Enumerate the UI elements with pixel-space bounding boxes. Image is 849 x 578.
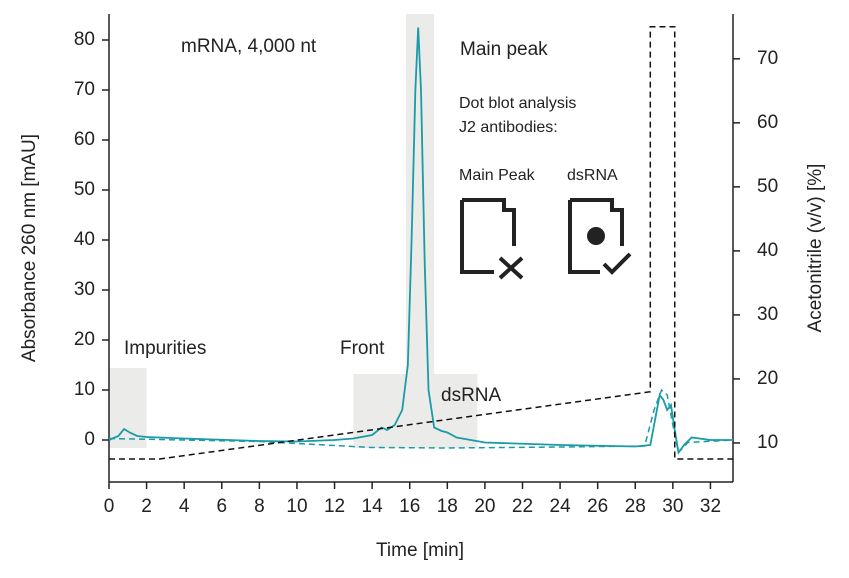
y2-tick-label: 10 [757, 432, 778, 453]
x-tick-label: 2 [141, 496, 152, 517]
y-axis-label: Absorbance 260 nm [mAU] [19, 134, 40, 362]
annotation: Dot blot analysis [459, 95, 576, 112]
x-tick-label: 6 [216, 496, 227, 517]
x-tick-label: 32 [700, 496, 721, 517]
x-tick-label: 26 [587, 496, 608, 517]
y2-tick-label: 50 [757, 176, 778, 197]
x-tick-label: 12 [324, 496, 345, 517]
doc-icon [460, 198, 516, 274]
dot-icon [587, 227, 605, 245]
y2-tick-label: 30 [757, 304, 778, 325]
x-tick-label: 8 [254, 496, 265, 517]
y-tick-label: 30 [74, 279, 95, 300]
annotation: dsRNA [567, 167, 618, 184]
shaded-region [109, 368, 147, 448]
data-line [109, 26, 733, 460]
y2-tick-label: 20 [757, 368, 778, 389]
x-tick-label: 14 [362, 496, 384, 517]
icons [460, 198, 632, 280]
y-tick-label: 0 [84, 429, 95, 450]
shaded-region [353, 374, 478, 448]
annotation: Main peak [460, 39, 548, 60]
annotation: J2 antibodies: [459, 119, 558, 136]
x-tick-label: 0 [104, 496, 115, 517]
x-tick-label: 18 [437, 496, 458, 517]
data-line [108, 388, 734, 455]
x-tick-label: 30 [662, 496, 683, 517]
check-icon [602, 252, 632, 275]
y-tick-label: 70 [74, 79, 95, 100]
y2-tick-label: 40 [757, 240, 778, 261]
y-tick-label: 80 [74, 29, 95, 50]
y2-tick-label: 70 [757, 48, 778, 69]
x-tick-label: 20 [474, 496, 495, 517]
y-tick-label: 20 [74, 329, 95, 350]
regions [109, 14, 478, 448]
y-tick-label: 50 [74, 179, 95, 200]
x-tick-label: 16 [399, 496, 420, 517]
y-tick-label: 10 [74, 379, 95, 400]
annotation: mRNA, 4,000 nt [181, 36, 317, 57]
y-tick-label: 40 [74, 229, 95, 250]
y-tick-label: 60 [74, 129, 95, 150]
annotation: dsRNA [441, 385, 502, 406]
x-tick-label: 28 [625, 496, 646, 517]
x-tick-label: 22 [512, 496, 533, 517]
y2-tick-label: 60 [757, 112, 778, 133]
data-line [108, 27, 733, 455]
cross-icon [498, 256, 524, 280]
annotation: Front [340, 338, 385, 359]
x-tick-label: 24 [550, 496, 572, 517]
doc-icon [568, 198, 624, 274]
annotation: Main Peak [459, 167, 536, 184]
x-axis-label: Time [min] [376, 540, 464, 561]
annotation: Impurities [124, 338, 206, 359]
y2-axis-label: Acetonitrile (v/v) [%] [805, 164, 826, 333]
x-tick-label: 4 [179, 496, 190, 517]
x-tick-label: 10 [286, 496, 307, 517]
